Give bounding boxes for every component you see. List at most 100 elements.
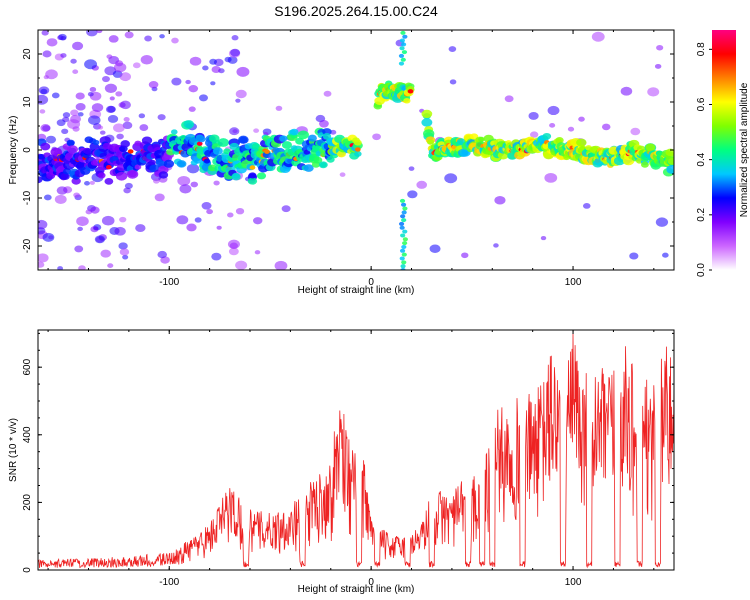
- spectrogram-cell: [38, 94, 49, 105]
- spectrogram-cell: [198, 94, 208, 102]
- spectrogram-cell: [295, 137, 305, 145]
- spectrogram-cell: [236, 66, 250, 77]
- spectrogram-cell: [148, 80, 159, 89]
- spectrogram-cell: [119, 72, 132, 82]
- spectrogram-cell: [591, 31, 605, 42]
- spectrogram-cell: [429, 244, 441, 253]
- spectrogram-cell: [140, 55, 153, 65]
- spectrogram-cell: [281, 205, 291, 213]
- spectrogram-cell: [67, 145, 79, 154]
- spectrogram-cell: [179, 184, 192, 194]
- spectrogram-cell: [578, 116, 585, 122]
- spectrogram-y-axis-label: Frequency (Hz): [8, 116, 19, 185]
- spectrogram-cell: [76, 216, 89, 227]
- spectrogram-cell: [78, 265, 86, 270]
- spectrogram-cell: [38, 253, 49, 263]
- spectrogram-cell: [71, 177, 81, 185]
- spectrogram-cell: [544, 172, 558, 183]
- y-tick-label: 0: [22, 147, 33, 153]
- spectrogram-cell: [212, 147, 223, 155]
- spectrogram-cell: [400, 214, 406, 219]
- spectrogram-cell: [134, 164, 142, 170]
- colorbar-tick-label: 0.8: [696, 42, 707, 56]
- spectrogram-cell: [60, 173, 70, 181]
- spectrogram-cell: [253, 128, 260, 133]
- spectrogram-cell: [190, 181, 199, 188]
- spectrogram-cell: [407, 190, 418, 199]
- spectrogram-cell: [210, 81, 216, 86]
- y-tick-label: 200: [22, 494, 33, 511]
- spectrogram-cell: [56, 186, 68, 195]
- snr-x-axis: -100 0 100: [47, 330, 655, 588]
- spectrogram-cell: [141, 136, 153, 145]
- x-tick-label: -100: [159, 277, 179, 288]
- spectrogram-cell: [601, 123, 611, 131]
- spectrogram-cell: [224, 56, 232, 63]
- x-tick-label: 100: [565, 277, 582, 288]
- spectrogram-cell: [400, 264, 406, 269]
- spectrogram-cell: [89, 180, 95, 185]
- spectrogram-cell: [61, 128, 69, 135]
- spectrogram-cell: [70, 58, 77, 64]
- colorbar-tick-label: 0.6: [696, 97, 707, 111]
- spectrogram-x-axis-label: Height of straight line (km): [298, 285, 415, 296]
- spectrogram-cell: [211, 252, 222, 261]
- spectrogram-cell: [118, 242, 128, 250]
- spectrogram-cell: [540, 236, 547, 241]
- spectrogram-cell: [576, 138, 587, 147]
- spectrogram-cell: [91, 103, 104, 112]
- spectrogram-cell: [104, 83, 118, 93]
- spectrogram-cell: [421, 109, 433, 119]
- spectrogram-cell: [209, 58, 217, 65]
- spectrogram-cell: [318, 161, 328, 169]
- spectrogram-cell: [400, 57, 406, 62]
- spectrogram-cell: [38, 219, 48, 230]
- spectrogram-cell: [40, 142, 51, 151]
- spectrogram-cell: [94, 235, 105, 244]
- spectrogram-x-axis: -100 0 100: [47, 30, 655, 288]
- spectrogram-cell: [542, 132, 552, 140]
- spectrogram-cell: [119, 248, 130, 256]
- spectrogram-cell: [38, 261, 45, 268]
- spectrogram-cell: [62, 112, 71, 118]
- spectrogram-cell: [228, 247, 239, 256]
- spectrogram-cell: [72, 41, 84, 51]
- spectrogram-cell: [248, 172, 257, 179]
- snr-y-axis-label: SNR (10 * v/v): [8, 418, 19, 482]
- spectrogram-cell: [74, 245, 84, 253]
- spectrogram-cell: [206, 208, 213, 215]
- spectrogram-cell: [124, 31, 134, 39]
- spectrogram-cell: [189, 56, 202, 66]
- colorbar: 0.0 0.2 0.4 0.6 0.8 Normalized spectral ampl…: [696, 30, 750, 277]
- spectrogram-cell: [41, 30, 49, 36]
- spectrogram-cell: [157, 250, 167, 259]
- spectrogram-cell: [629, 252, 639, 260]
- spectrogram-cell: [448, 46, 457, 52]
- spectrogram-cell: [100, 249, 111, 258]
- spectrogram-cell: [122, 121, 133, 130]
- spectrogram-cell: [402, 229, 408, 234]
- spectrogram-cell: [217, 138, 230, 147]
- spectrogram-cell: [655, 217, 669, 227]
- spectrogram-cell: [289, 128, 299, 136]
- spectrogram-cell: [73, 192, 81, 198]
- spectrogram-cell: [247, 177, 258, 185]
- spectrogram-cell: [213, 180, 220, 186]
- spectrogram-cell: [235, 260, 248, 270]
- spectrogram-cell: [120, 140, 131, 148]
- spectrogram-cell: [528, 112, 539, 120]
- x-tick-label: 0: [368, 577, 374, 588]
- spectrogram-cell: [197, 135, 206, 143]
- spectrogram-cell: [101, 215, 115, 226]
- spectrogram-cell: [196, 141, 203, 146]
- spectrogram-cell: [323, 90, 332, 97]
- spectrogram-cell: [211, 65, 221, 74]
- spectrogram-heatmap: [38, 30, 674, 270]
- spectrogram-cell: [99, 130, 106, 135]
- spectrogram-cell: [303, 164, 314, 172]
- spectrogram-cell: [96, 30, 103, 34]
- spectrogram-cell: [72, 126, 80, 132]
- spectrogram-cell: [148, 159, 156, 166]
- spectrogram-cell: [400, 42, 407, 47]
